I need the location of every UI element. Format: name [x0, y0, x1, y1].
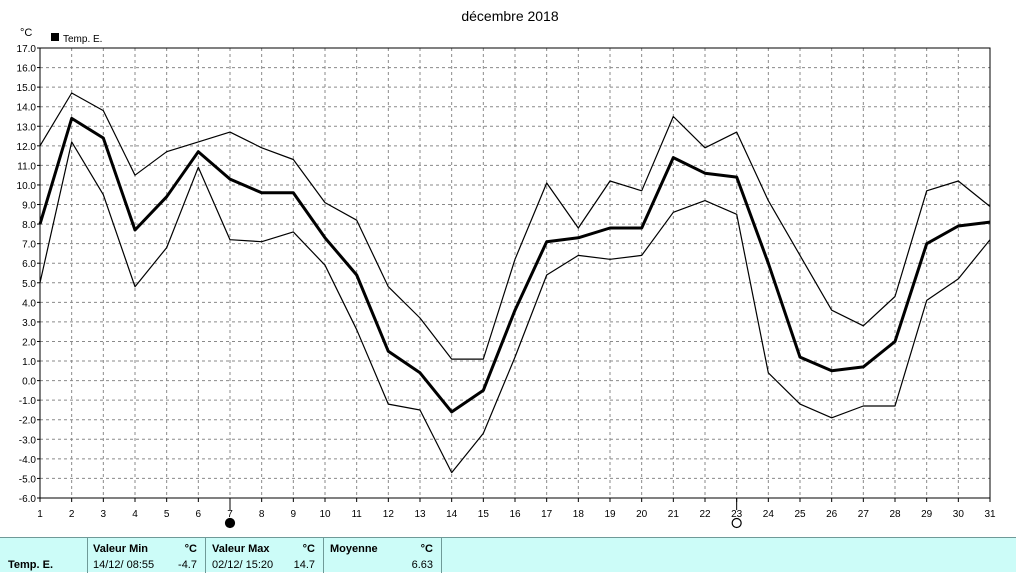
x-tick-label: 17	[541, 509, 553, 520]
stats-min-unit: °C	[184, 543, 197, 555]
x-tick-label: 23	[731, 509, 743, 520]
x-tick-label: 7	[227, 509, 233, 520]
y-tick-label: -2.0	[19, 416, 37, 427]
stats-max-value: 14.7	[293, 559, 315, 571]
stats-min-date: 14/12/ 08:55	[93, 559, 155, 571]
y-tick-label: 15.0	[17, 83, 37, 94]
statistics-bar: Temp. E. Valeur Min °C 14/12/ 08:55 -4.7…	[0, 537, 1016, 573]
x-tick-label: 4	[132, 509, 138, 520]
y-tick-label: 16.0	[17, 64, 37, 75]
x-tick-label: 28	[889, 509, 901, 520]
y-tick-label: 9.0	[22, 201, 36, 212]
stats-mean-cell: Moyenne °C 6.63	[324, 538, 442, 573]
stats-min-header: Valeur Min	[93, 543, 149, 555]
series-line-max	[39, 92, 991, 360]
y-tick-label: -6.0	[19, 494, 37, 505]
chart-legend: Temp. E.	[51, 33, 102, 45]
x-tick-label: 24	[763, 509, 775, 520]
y-tick-label: 5.0	[22, 279, 36, 290]
y-tick-label: 4.0	[22, 298, 36, 309]
x-tick-label: 31	[984, 509, 996, 520]
stats-max-unit: °C	[302, 543, 315, 555]
stats-min-value: -4.7	[178, 559, 197, 571]
y-tick-label: -3.0	[19, 435, 37, 446]
x-tick-label: 16	[509, 509, 521, 520]
stats-max-header: Valeur Max	[212, 543, 270, 555]
y-tick-label: 3.0	[22, 318, 36, 329]
plot-frame	[39, 47, 991, 499]
stats-mean-header: Moyenne	[330, 543, 378, 555]
stats-mean-value: 6.63	[411, 559, 433, 571]
x-tick-label: 6	[196, 509, 202, 520]
y-tick-label: 10.0	[17, 181, 37, 192]
stats-max-date: 02/12/ 15:20	[212, 559, 274, 571]
y-tick-label: 2.0	[22, 337, 36, 348]
x-tick-label: 26	[826, 509, 838, 520]
x-tick-label: 13	[414, 509, 426, 520]
open-circle-icon	[731, 517, 742, 529]
chart-title: décembre 2018	[461, 8, 559, 24]
x-tick-label: 12	[383, 509, 395, 520]
y-tick-label: 8.0	[22, 220, 36, 231]
x-tick-label: 21	[668, 509, 680, 520]
series-line-min	[39, 141, 991, 474]
stats-max-cell: Valeur Max °C 02/12/ 15:20 14.7	[206, 538, 324, 573]
x-tick-label: 18	[573, 509, 585, 520]
x-tick-label: 19	[604, 509, 616, 520]
x-tick-label: 15	[478, 509, 490, 520]
x-tick-label: 10	[319, 509, 331, 520]
x-tick-label: 20	[636, 509, 648, 520]
y-tick-label: -4.0	[19, 455, 37, 466]
x-tick-label: 1	[37, 509, 43, 520]
legend-label: Temp. E.	[63, 34, 102, 45]
stats-series-cell: Temp. E.	[0, 538, 88, 573]
y-tick-label: 17.0	[17, 44, 37, 55]
x-tick-label: 9	[291, 509, 297, 520]
y-tick-label: -5.0	[19, 474, 37, 485]
y-tick-label: 12.0	[17, 142, 37, 153]
stats-series-name: Temp. E.	[8, 559, 54, 571]
x-tick-label: 8	[259, 509, 265, 520]
y-tick-label: 14.0	[17, 103, 37, 114]
x-tick-label: 27	[858, 509, 870, 520]
legend-swatch	[51, 33, 59, 41]
y-tick-label: 6.0	[22, 259, 36, 270]
x-tick-label: 11	[351, 509, 362, 520]
stats-min-cell: Valeur Min °C 14/12/ 08:55 -4.7	[88, 538, 206, 573]
stats-mean-unit: °C	[420, 543, 433, 555]
y-tick-label: 7.0	[22, 240, 36, 251]
chart-area: décembre 2018 °C Temp. E. -6.0 -5.0 -4.0 -3…	[17, 8, 996, 529]
y-axis-unit-label: °C	[20, 27, 32, 39]
x-tick-label: 14	[446, 509, 458, 520]
x-tick-label: 2	[69, 509, 75, 520]
x-tick-label: 29	[921, 509, 933, 520]
x-tick-label: 25	[794, 509, 806, 520]
full-circle-icon	[224, 517, 236, 529]
y-tick-label: 1.0	[22, 357, 36, 368]
series-line-mean	[38, 116, 991, 414]
x-tick-label: 30	[953, 509, 965, 520]
y-tick-label: 11.0	[17, 161, 36, 172]
x-tick-label: 5	[164, 509, 170, 520]
y-tick-label: -1.0	[19, 396, 37, 407]
y-tick-label: 13.0	[17, 122, 37, 133]
y-tick-label: 0.0	[22, 377, 36, 388]
x-tick-label: 3	[101, 509, 107, 520]
x-tick-label: 22	[699, 509, 711, 520]
